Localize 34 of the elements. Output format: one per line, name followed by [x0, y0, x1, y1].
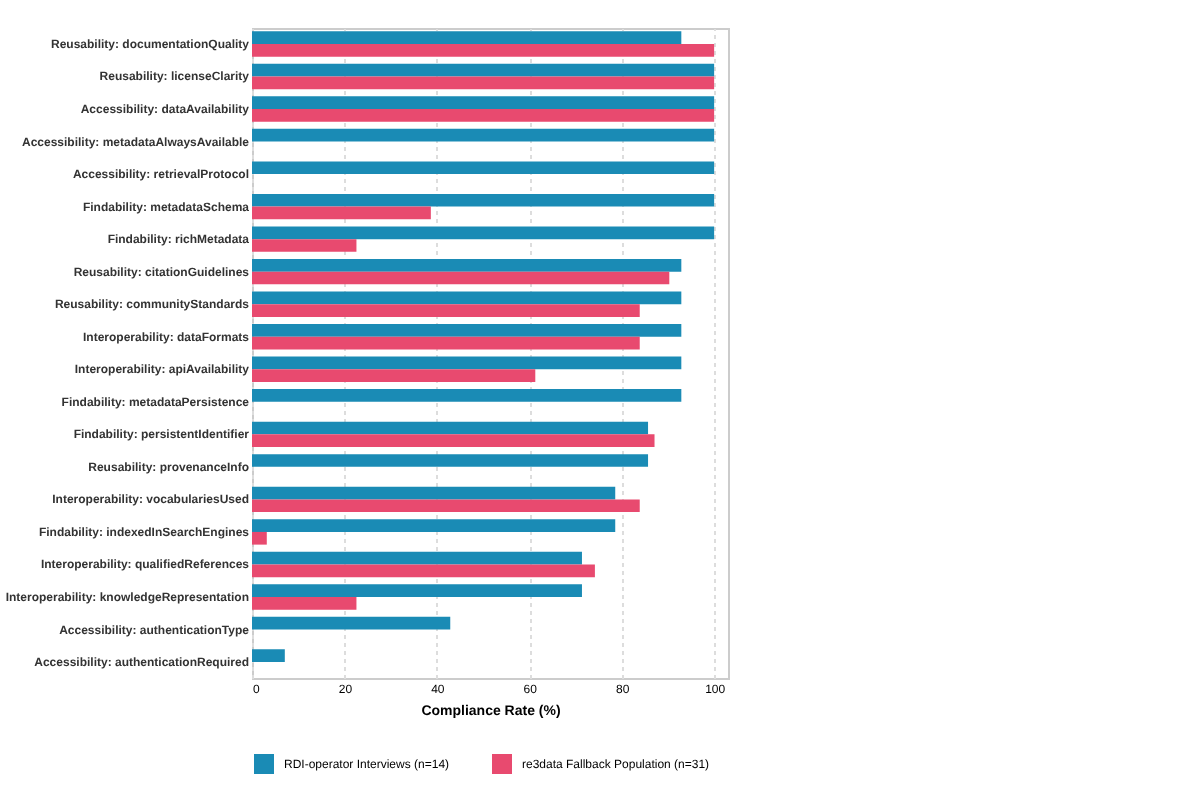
- bar: [252, 258, 682, 272]
- bar: [252, 519, 616, 532]
- bar: [252, 291, 682, 305]
- bar: [252, 616, 451, 630]
- bar: [252, 389, 682, 402]
- bar: [252, 109, 715, 122]
- bar: [252, 499, 640, 513]
- bar: [252, 356, 682, 370]
- bar: [252, 161, 715, 175]
- bar: [252, 239, 357, 252]
- bar: [252, 596, 357, 610]
- bar: [252, 369, 536, 382]
- bar: [252, 336, 640, 350]
- bar: [252, 96, 715, 110]
- bar: [252, 271, 670, 285]
- bar: [252, 649, 285, 663]
- bar: [252, 63, 715, 77]
- bar: [252, 31, 682, 44]
- bar: [252, 454, 649, 467]
- bar: [252, 486, 616, 500]
- bar: [252, 584, 582, 597]
- bar: [252, 206, 431, 220]
- bar: [252, 421, 649, 435]
- bar: [252, 76, 715, 90]
- bar: [252, 193, 715, 207]
- bar: [252, 434, 655, 448]
- bar: [252, 304, 640, 317]
- bar: [252, 564, 595, 578]
- bar: [252, 43, 715, 57]
- bar: [252, 128, 715, 142]
- bar: [252, 324, 682, 337]
- bar: [252, 531, 267, 545]
- bar: [252, 551, 582, 565]
- bar: [252, 226, 715, 240]
